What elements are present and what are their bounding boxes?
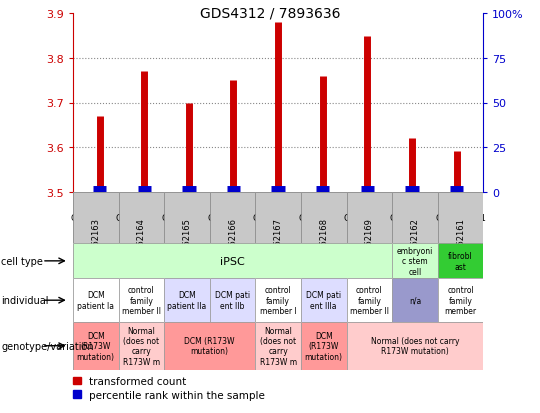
Text: GSM862168: GSM862168 bbox=[298, 214, 349, 222]
Text: DCM pati
ent IIIa: DCM pati ent IIIa bbox=[306, 291, 341, 310]
Text: GSM862164: GSM862164 bbox=[137, 218, 146, 268]
Text: iPSC: iPSC bbox=[220, 256, 245, 266]
Text: GSM862166: GSM862166 bbox=[228, 218, 237, 269]
Text: GDS4312 / 7893636: GDS4312 / 7893636 bbox=[200, 6, 340, 20]
Text: GSM862165: GSM862165 bbox=[183, 218, 191, 268]
Text: DCM (R173W
mutation): DCM (R173W mutation) bbox=[185, 336, 235, 356]
Text: embryoni
c stem
cell: embryoni c stem cell bbox=[397, 247, 433, 276]
Text: DCM
patient Ia: DCM patient Ia bbox=[77, 291, 114, 310]
Text: genotype/variation: genotype/variation bbox=[1, 341, 94, 351]
Text: DCM
(R173W
mutation): DCM (R173W mutation) bbox=[77, 331, 114, 361]
Text: Normal (does not carry
R173W mutation): Normal (does not carry R173W mutation) bbox=[370, 336, 459, 356]
Text: GSM862169: GSM862169 bbox=[344, 214, 395, 222]
Text: GSM862168: GSM862168 bbox=[319, 218, 328, 269]
Text: GSM862166: GSM862166 bbox=[207, 214, 258, 222]
Text: fibrobl
ast: fibrobl ast bbox=[448, 252, 473, 271]
Text: n/a: n/a bbox=[409, 296, 421, 305]
Text: control
family
member: control family member bbox=[444, 286, 477, 315]
Text: DCM
(R173W
mutation): DCM (R173W mutation) bbox=[305, 331, 343, 361]
Text: DCM
patient IIa: DCM patient IIa bbox=[167, 291, 206, 310]
Text: GSM862165: GSM862165 bbox=[161, 214, 212, 222]
Text: DCM pati
ent IIb: DCM pati ent IIb bbox=[215, 291, 250, 310]
Text: Normal
(does not
carry
R173W m: Normal (does not carry R173W m bbox=[123, 326, 160, 366]
Text: GSM862161: GSM862161 bbox=[435, 214, 486, 222]
Text: control
family
member II: control family member II bbox=[350, 286, 389, 315]
Text: GSM862167: GSM862167 bbox=[274, 218, 282, 269]
Text: GSM862163: GSM862163 bbox=[91, 218, 100, 269]
Legend: transformed count, percentile rank within the sample: transformed count, percentile rank withi… bbox=[73, 377, 265, 399]
Text: cell type: cell type bbox=[1, 256, 43, 266]
Text: individual: individual bbox=[1, 295, 49, 306]
Text: GSM862169: GSM862169 bbox=[365, 218, 374, 268]
Text: GSM862161: GSM862161 bbox=[456, 218, 465, 268]
Text: control
family
member II: control family member II bbox=[122, 286, 161, 315]
Text: GSM862167: GSM862167 bbox=[253, 214, 303, 222]
Text: GSM862162: GSM862162 bbox=[389, 214, 440, 222]
Text: GSM862163: GSM862163 bbox=[70, 214, 121, 222]
Text: GSM862162: GSM862162 bbox=[410, 218, 420, 268]
Text: Normal
(does not
carry
R173W m: Normal (does not carry R173W m bbox=[260, 326, 296, 366]
Text: GSM862164: GSM862164 bbox=[116, 214, 167, 222]
Text: control
family
member I: control family member I bbox=[260, 286, 296, 315]
